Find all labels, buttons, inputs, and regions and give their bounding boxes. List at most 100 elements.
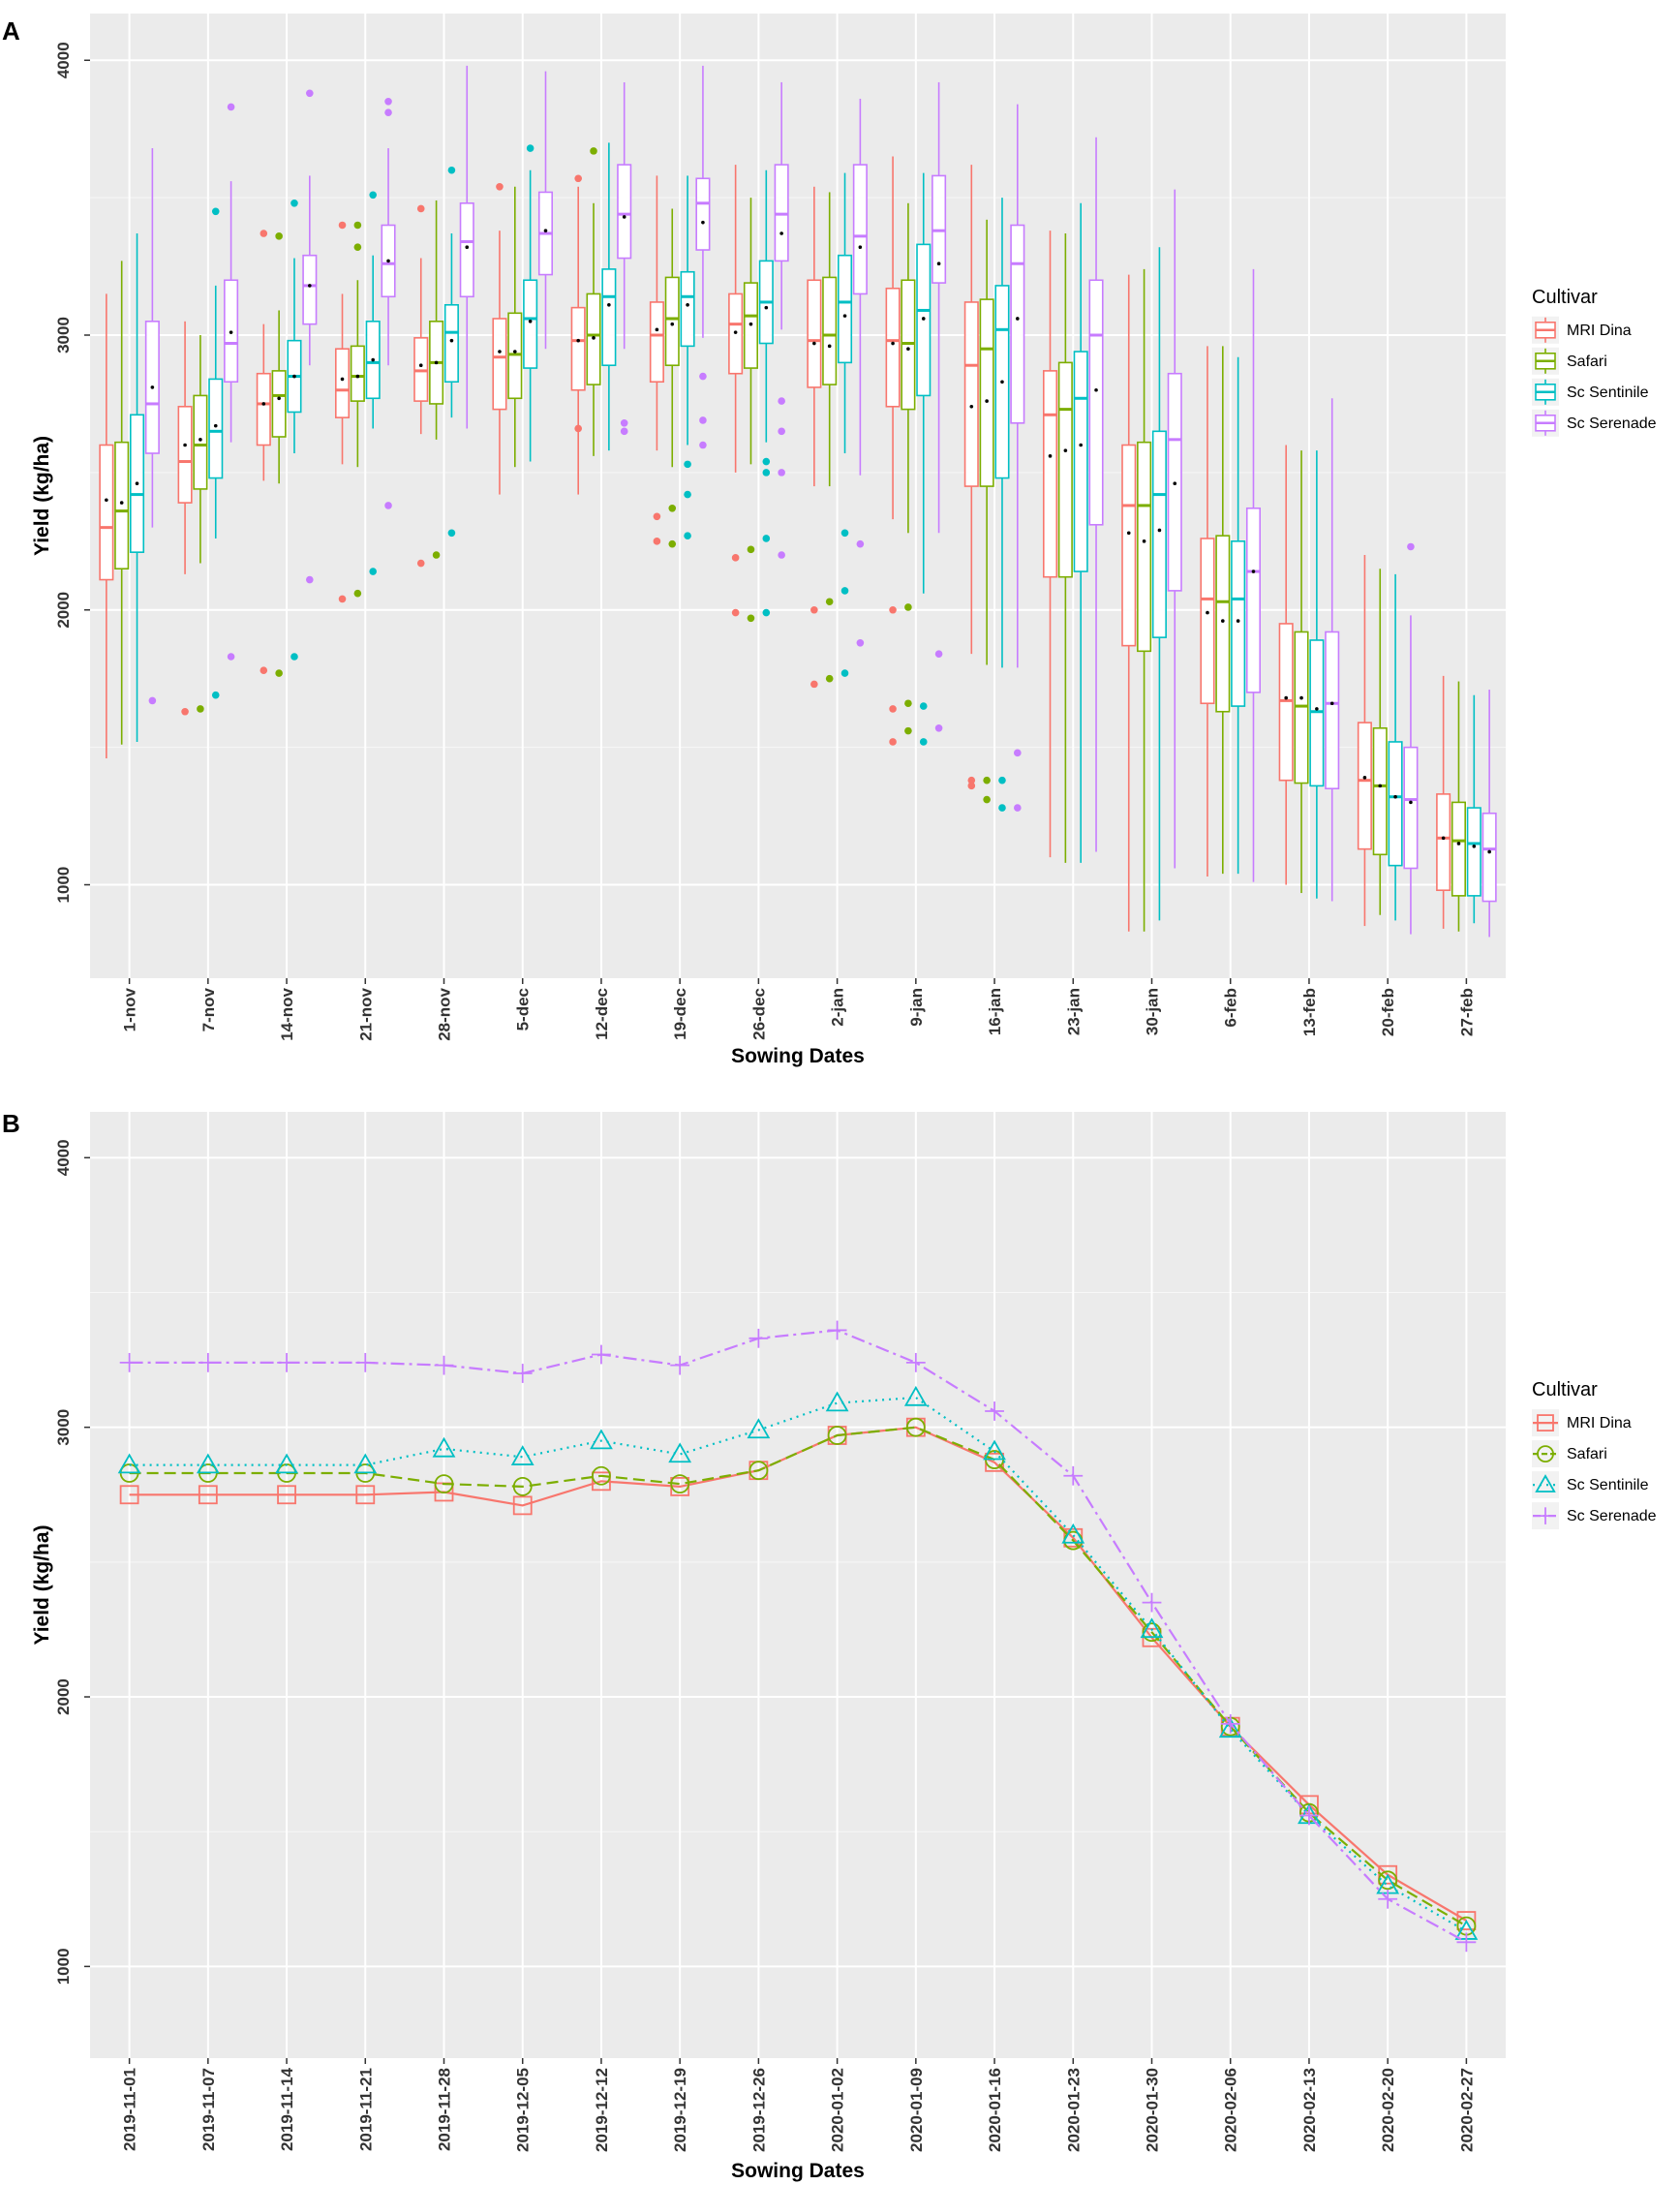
x-tick-label: 2020-01-30 [1144, 2068, 1162, 2152]
y-tick-label: 2000 [54, 1678, 73, 1715]
outlier-point [306, 89, 314, 98]
box-mean-point [513, 350, 517, 354]
legend-item: Sc Sentinile [1532, 1471, 1649, 1499]
box-mean-point [1441, 836, 1446, 841]
y-tick-label: 1000 [54, 867, 73, 904]
outlier-point [998, 776, 1006, 785]
box [193, 394, 208, 490]
outlier-point [447, 529, 456, 538]
outlier-point [840, 529, 849, 538]
legend: Cultivar MRI Dina Safari Sc Sentinile Sc Ser… [1532, 287, 1657, 437]
legend-item: Sc Serenade [1532, 409, 1657, 437]
outlier-point [369, 191, 377, 200]
outlier-point [731, 608, 740, 617]
legend-item: Sc Serenade [1532, 1502, 1657, 1530]
box-mean-point [183, 443, 187, 447]
x-tick-label: 28-nov [436, 987, 454, 1040]
outlier-point [653, 512, 661, 521]
box-mean-point [592, 336, 596, 340]
y-axis-title: Yield (kg/ha) [31, 1524, 53, 1645]
outlier-point [904, 699, 912, 708]
box [459, 201, 474, 298]
box-mean-point [906, 347, 910, 351]
box [99, 444, 114, 581]
outlier-point [967, 782, 976, 790]
outlier-point [747, 545, 755, 554]
outlier-point [778, 551, 785, 559]
box-mean-point [386, 259, 390, 263]
x-tick-label: 14-nov [278, 987, 296, 1040]
box-mean-point [1329, 701, 1334, 706]
outlier-point [260, 230, 268, 237]
box [1403, 746, 1419, 870]
outlier-point [447, 166, 456, 174]
outlier-point [856, 639, 865, 647]
box-mean-point [842, 314, 847, 318]
marker-triangle [117, 1453, 141, 1474]
x-tick-label: 6-feb [1222, 988, 1240, 1028]
outlier-point [825, 598, 834, 606]
box [1451, 801, 1467, 897]
x-tick-label: 2019-12-05 [514, 2068, 533, 2152]
marker-circle [592, 1465, 611, 1486]
box-mean-point [528, 320, 533, 323]
legend-title: Cultivar [1532, 1379, 1598, 1400]
box-mean-point [686, 302, 689, 307]
box-mean-point [1393, 794, 1397, 799]
box [1245, 507, 1262, 693]
x-tick-label: 1-nov [121, 987, 139, 1031]
box-mean-point [1048, 454, 1053, 458]
x-tick-label: 2019-11-07 [199, 2068, 218, 2151]
box-mean-point [936, 262, 941, 266]
box-mean-point [622, 215, 626, 219]
box [617, 164, 632, 260]
x-axis-title: Sowing Dates [731, 2160, 865, 2182]
box-mean-point [371, 357, 375, 362]
outlier-point [338, 221, 347, 230]
box-mean-point [1094, 387, 1098, 392]
outlier-point [653, 538, 661, 545]
outlier-point [762, 469, 771, 477]
outlier-point [934, 723, 943, 732]
box-mean-point [1409, 800, 1413, 805]
x-tick-label: 2020-01-02 [829, 2068, 847, 2152]
x-tick-label: 26-dec [749, 988, 768, 1040]
box-mean-point [1299, 695, 1303, 700]
series-line [129, 1396, 1467, 1933]
x-tick-label: 7-nov [199, 987, 218, 1031]
box [1010, 224, 1025, 424]
x-tick-label: 2020-01-09 [907, 2068, 926, 2152]
box-mean-point [1284, 695, 1288, 700]
outlier-point [699, 416, 707, 424]
box-mean-point [277, 396, 281, 401]
legend-label: Sc Sentinile [1567, 385, 1649, 401]
outlier-point [684, 532, 691, 539]
x-tick-label: 2020-02-27 [1457, 2068, 1476, 2152]
outlier-point [904, 603, 912, 611]
box [1073, 351, 1088, 572]
box-mean-point [1206, 610, 1209, 615]
x-tick-label: 23-jan [1064, 988, 1083, 1035]
box [1372, 726, 1388, 856]
series-safari [114, 147, 1467, 932]
box [256, 372, 271, 446]
box [1057, 361, 1073, 578]
marker-triangle [983, 1439, 1006, 1461]
outlier-point [810, 680, 818, 689]
outlier-point [227, 103, 235, 111]
panel-label: B [2, 1109, 20, 1138]
box-mean-point [355, 374, 360, 379]
outlier-point [1014, 804, 1022, 812]
box [114, 441, 130, 569]
box [523, 279, 538, 369]
marker-square [512, 1495, 533, 1516]
box [1231, 540, 1246, 707]
marker-triangle [1061, 1523, 1085, 1544]
outlier-point [934, 650, 943, 658]
outlier-point [919, 702, 928, 710]
outlier-point [416, 204, 425, 213]
box-mean-point [1079, 443, 1083, 447]
box-mean-point [969, 404, 974, 409]
series-sc-serenade [144, 65, 1497, 938]
x-tick-label: 2020-01-16 [986, 2068, 1004, 2152]
